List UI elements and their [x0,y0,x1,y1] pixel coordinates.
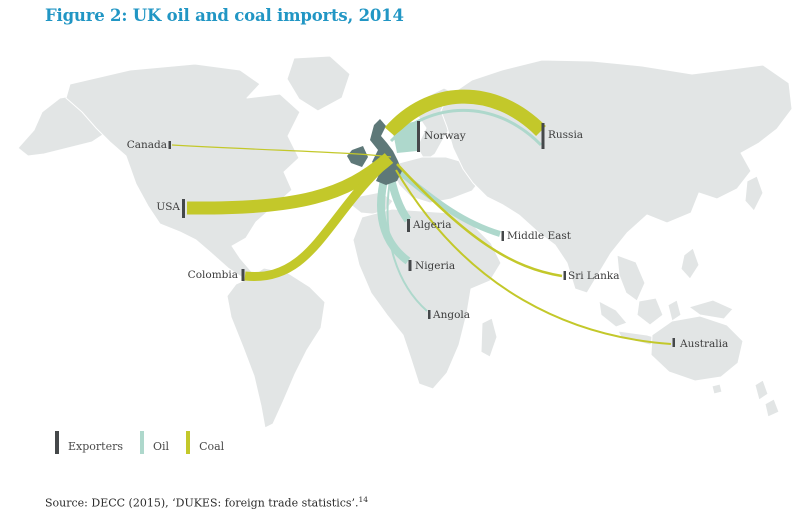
land-new-zealand-north [754,379,769,401]
legend-item-oil: Oil [140,431,169,454]
flow-australia-coal [395,169,672,345]
country-label-middle-east: Middle East [507,230,571,242]
coal-flows [171,89,672,345]
country-label-australia: Australia [680,338,729,350]
country-label-norway: Norway [424,130,466,142]
flow-nigeria-oil [377,170,411,265]
source-text: Source: DECC (2015), ‘DUKES: foreign tra… [45,496,359,510]
flow-middle-east-oil [394,166,501,237]
marker-australia [672,338,675,347]
land-indochina [616,254,646,302]
country-label-sri-lanka: Sri Lanka [568,270,620,282]
marker-algeria [407,219,410,232]
land-south-america [226,267,326,429]
marker-norway [417,121,420,152]
flow-sri-lanka-coal [396,163,563,278]
flow-angola-oil [386,173,428,312]
country-label-angola: Angola [433,309,471,321]
legend-item-coal: Coal [186,431,224,454]
legend-label-oil: Oil [153,440,170,453]
legend: Exporters Oil Coal [55,431,224,454]
marker-angola [428,310,431,319]
land-new-zealand-south [764,398,780,418]
flow-russia-oil [389,108,543,147]
marker-usa [182,199,185,218]
marker-canada [168,141,171,149]
uk-importer-shape [347,119,402,185]
land-great-britain [370,119,402,185]
country-label-nigeria: Nigeria [415,260,456,272]
land-philippines [680,247,700,280]
marker-colombia [241,269,245,281]
source-note: Source: DECC (2015), ‘DUKES: foreign tra… [45,495,368,510]
land-tasmania [711,383,723,395]
marker-sri-lanka [563,271,566,280]
flow-russia-coal [384,89,546,137]
land-japan [744,175,764,212]
land-borneo [636,297,664,326]
country-label-colombia: Colombia [187,269,238,281]
land-madagascar [480,317,498,358]
country-label-canada: Canada [126,139,167,151]
country-label-russia: Russia [548,129,584,141]
flow-canada-coal [171,144,392,158]
land-new-guinea [688,299,734,320]
land-africa [352,208,502,390]
figure-title: Figure 2: UK oil and coal imports, 2014 [45,6,404,25]
legend-item-exporters: Exporters [55,431,123,454]
oil-swatch-icon [140,431,144,454]
land-australia [650,315,744,382]
exporters-swatch-icon [55,431,59,454]
legend-label-exporters: Exporters [68,440,123,453]
marker-russia [541,123,545,149]
land-sumatra [598,300,628,328]
land-europe [392,156,484,204]
land-greenland [286,55,351,112]
flow-colombia-coal [244,162,386,281]
world-landmasses [17,55,793,429]
marker-middle-east [501,231,504,241]
land-sulawesi [667,299,682,322]
legend-label-coal: Coal [199,440,225,453]
coal-swatch-icon [186,431,191,454]
land-north-america [65,63,301,281]
country-label-usa: USA [156,201,180,213]
exporter-markers [168,121,675,347]
marker-nigeria [408,260,412,271]
land-ireland [347,146,368,167]
footnote-ref: 14 [358,495,369,504]
country-label-algeria: Algeria [413,219,452,231]
